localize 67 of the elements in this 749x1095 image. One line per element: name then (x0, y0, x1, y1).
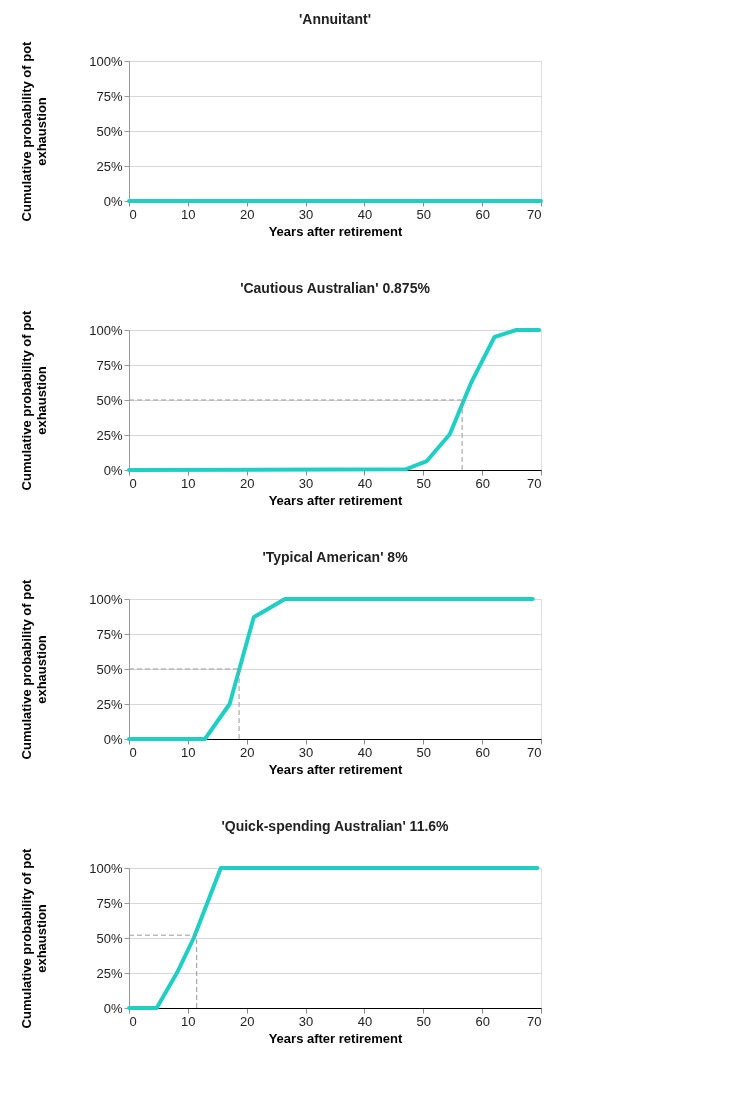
x-tick-label: 30 (298, 206, 314, 222)
x-tick-label: 50 (416, 206, 432, 222)
x-tick-label: 50 (416, 1013, 432, 1029)
x-tick-label: 30 (298, 475, 314, 491)
x-tick-label: 60 (475, 1013, 490, 1029)
y-tick-label: 25% (96, 427, 123, 443)
x-tick-label: 40 (357, 206, 373, 222)
y-tick-label: 100% (89, 591, 123, 607)
line-series (127, 866, 540, 1010)
x-tick-label: 20 (239, 1013, 255, 1029)
x-tick-label: 20 (239, 475, 255, 491)
x-tick-label: 10 (181, 1013, 196, 1029)
x-tick-label: 30 (298, 1013, 314, 1029)
x-tick-label: 20 (239, 744, 255, 760)
y-axis-title: Cumulative probability of pot exhaustion (19, 847, 50, 1029)
y-tick-label: 50% (96, 392, 123, 408)
x-tick-label: 0 (129, 475, 137, 491)
x-tick-label: 0 (129, 744, 137, 760)
y-axis-title: Cumulative probability of pot exhaustion (19, 309, 50, 491)
y-tick-label: 0% (103, 462, 123, 478)
x-tick-label: 40 (357, 475, 373, 491)
x-axis-title: Years after retirement (268, 1030, 404, 1046)
y-tick-label: 75% (96, 626, 123, 642)
x-tick-label: 50 (416, 744, 432, 760)
x-tick-label: 30 (298, 744, 314, 760)
x-tick-label: 0 (129, 206, 137, 222)
line-series (127, 597, 535, 741)
x-tick-label: 0 (129, 1013, 137, 1029)
y-tick-label: 25% (96, 158, 123, 174)
y-tick-label: 50% (96, 661, 123, 677)
y-axis-title: Cumulative probability of pot exhaustion (19, 578, 50, 760)
y-tick-label: 50% (96, 123, 123, 139)
y-tick-label: 0% (103, 731, 123, 747)
chart-title: 'Quick-spending Australian' 11.6% (221, 818, 450, 835)
chart-title: 'Annuitant' (299, 11, 371, 28)
y-tick-label: 25% (96, 696, 123, 712)
y-tick-label: 75% (96, 357, 123, 373)
x-tick-label: 60 (475, 744, 490, 760)
x-axis-title: Years after retirement (268, 492, 404, 508)
x-tick-label: 60 (475, 475, 490, 491)
y-tick-label: 100% (89, 322, 123, 338)
x-tick-label: 70 (527, 1013, 542, 1029)
y-tick-label: 0% (103, 193, 123, 209)
x-tick-label: 60 (475, 206, 490, 222)
x-axis-title: Years after retirement (268, 223, 404, 239)
y-tick-label: 75% (96, 88, 123, 104)
y-tick-label: 50% (96, 930, 123, 946)
x-tick-label: 10 (181, 206, 196, 222)
chart-title: 'Typical American' 8% (262, 549, 409, 566)
x-tick-label: 10 (181, 744, 196, 760)
x-tick-label: 20 (239, 206, 255, 222)
x-tick-label: 50 (416, 475, 432, 491)
y-tick-label: 0% (103, 1000, 123, 1016)
x-tick-label: 10 (181, 475, 196, 491)
x-tick-label: 70 (527, 475, 542, 491)
y-axis-title: Cumulative probability of pot exhaustion (19, 40, 50, 222)
line-series (127, 328, 542, 472)
chart-title: 'Cautious Australian' 0.875% (240, 280, 431, 297)
y-tick-label: 100% (89, 860, 123, 876)
x-tick-label: 70 (527, 206, 542, 222)
y-tick-label: 75% (96, 895, 123, 911)
x-axis-title: Years after retirement (268, 761, 404, 777)
x-tick-label: 40 (357, 744, 373, 760)
x-tick-label: 70 (527, 744, 542, 760)
x-tick-label: 40 (357, 1013, 373, 1029)
y-tick-label: 25% (96, 965, 123, 981)
y-tick-label: 100% (89, 53, 123, 69)
